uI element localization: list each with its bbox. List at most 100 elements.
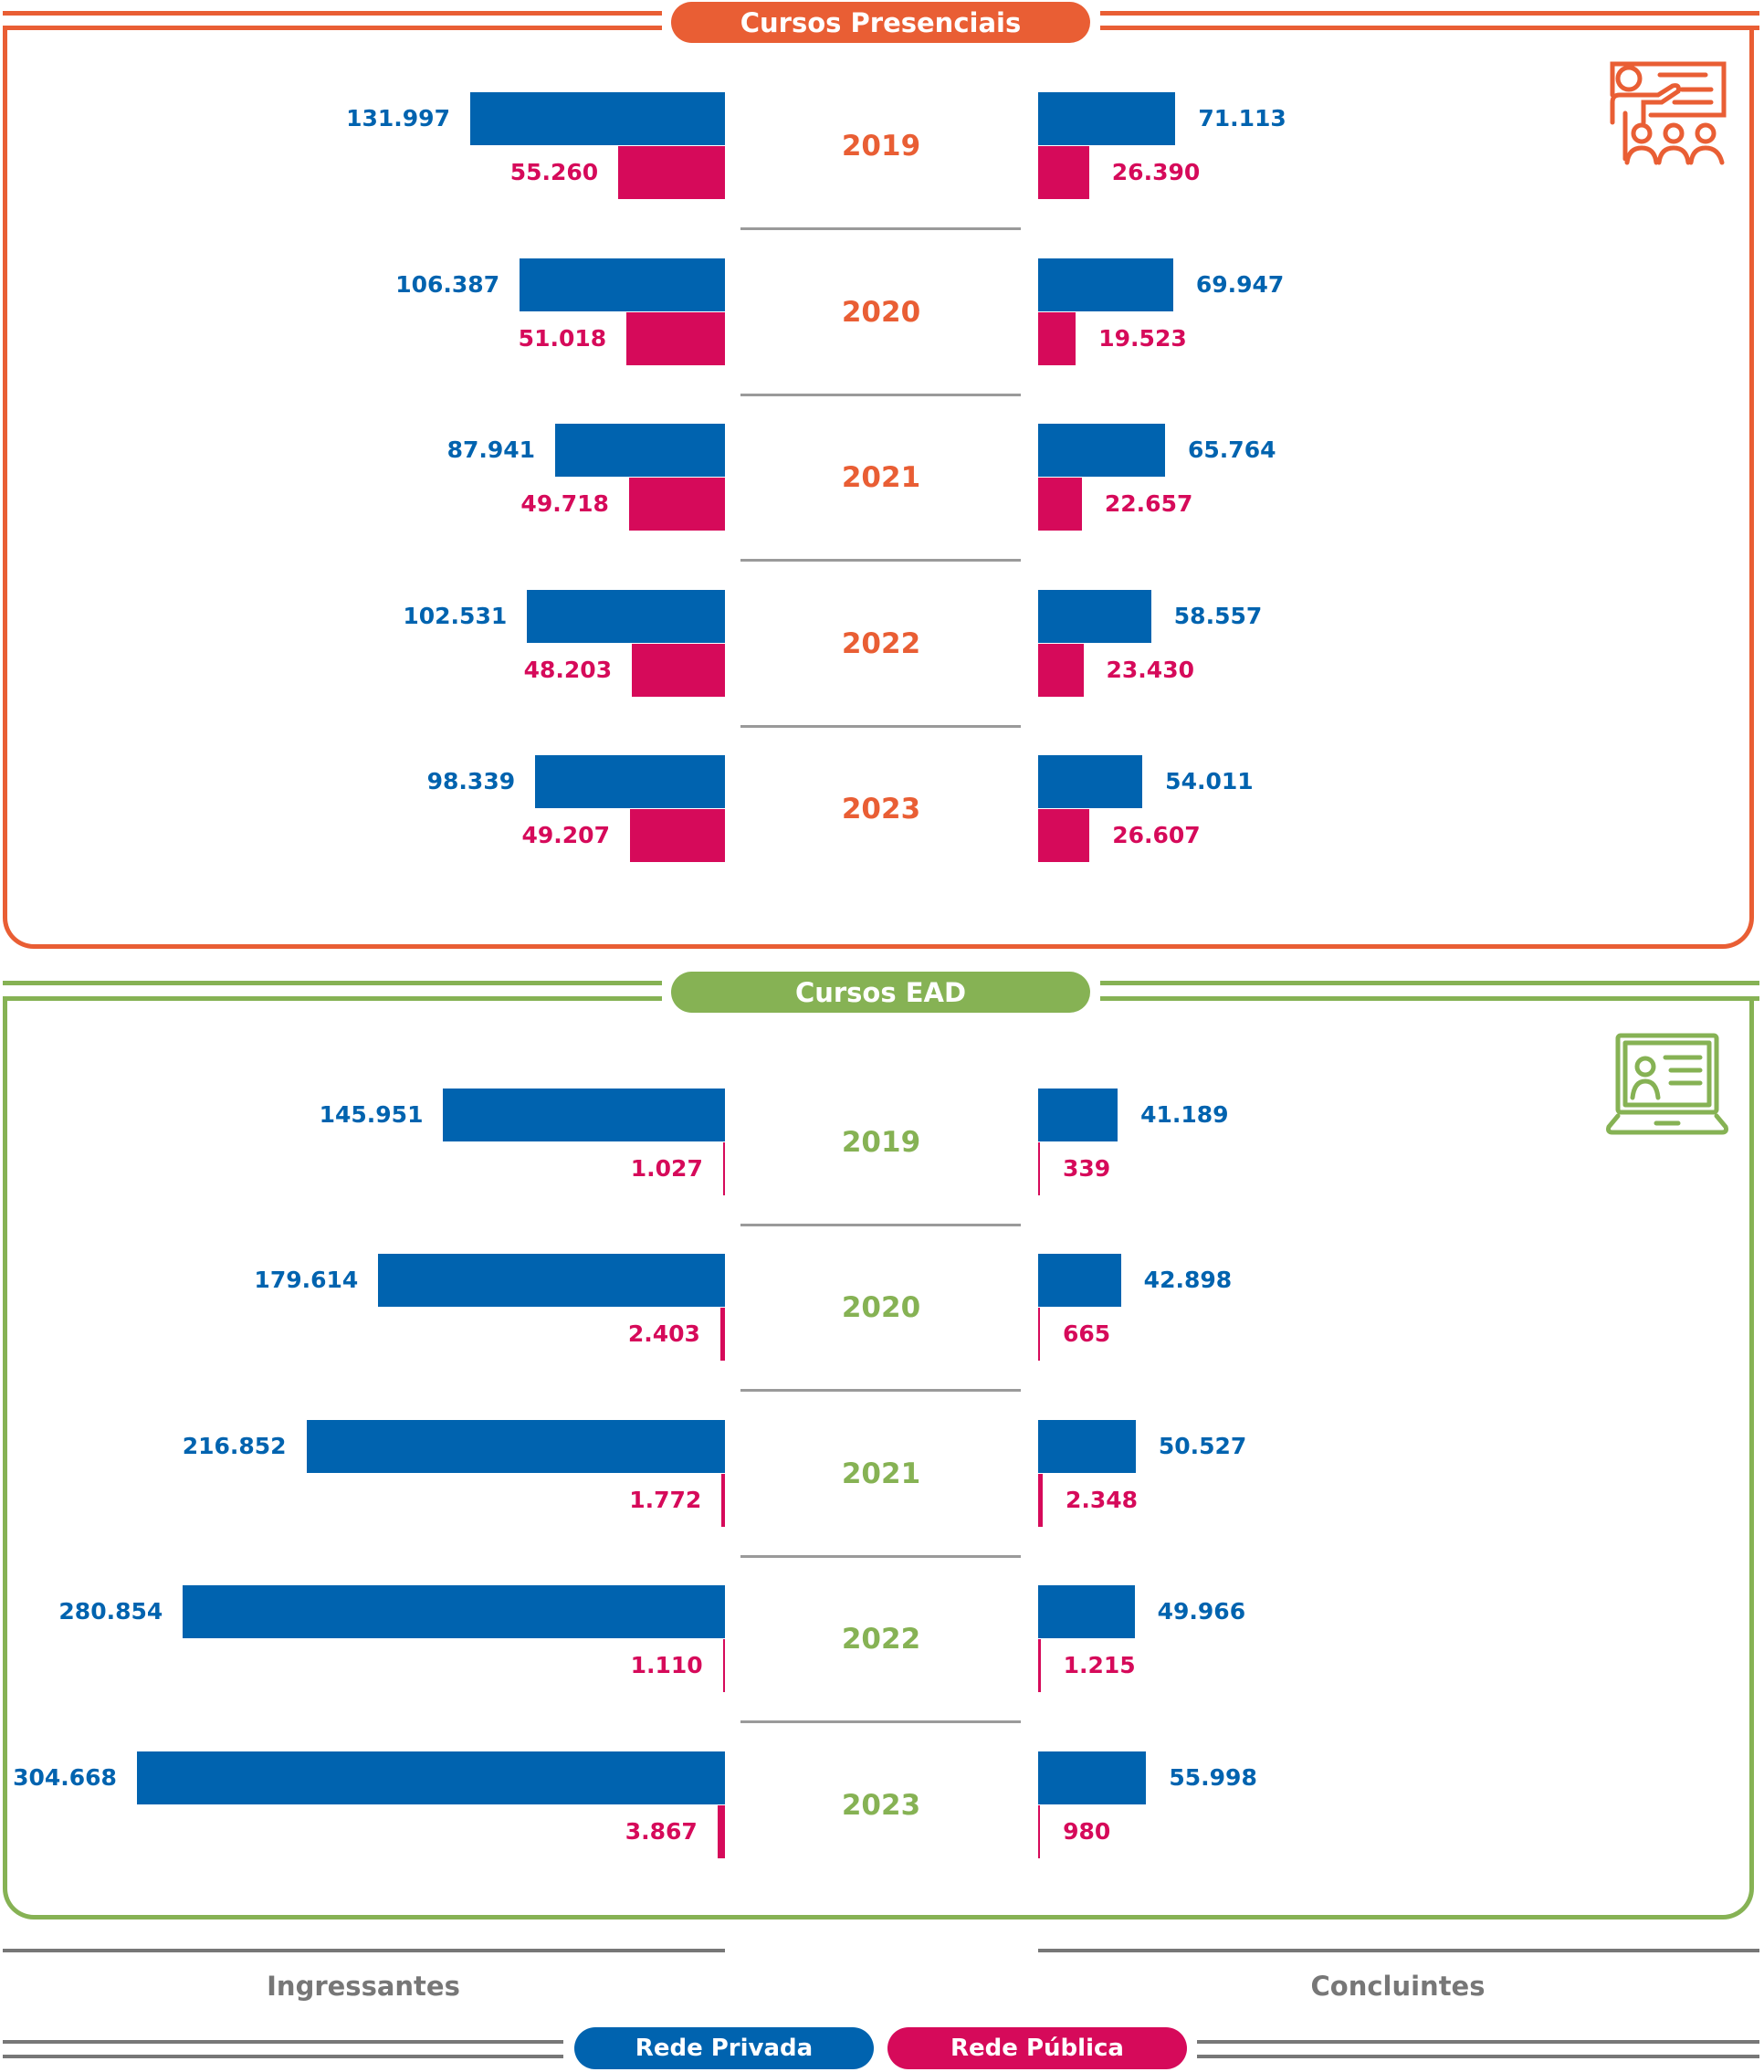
ingressantes-rede-publica-value: 55.260 — [509, 159, 599, 185]
row-divider — [740, 227, 1021, 230]
ead-panel — [3, 998, 1754, 1919]
ingressantes-rede-publica-bar — [722, 1141, 725, 1195]
laptop-online-class-icon — [1606, 1033, 1728, 1135]
year-label: 2019 — [841, 130, 921, 163]
concluintes-rede-privada-value: 69.947 — [1195, 270, 1285, 298]
ingressantes-rede-publica-bar — [628, 478, 725, 531]
ingressantes-rede-privada-value: 98.339 — [426, 768, 516, 795]
section-header-line — [1100, 981, 1759, 985]
ingressantes-rede-privada-value: 87.941 — [446, 436, 536, 464]
ingressantes-rede-publica-value: 1.110 — [630, 1652, 703, 1679]
concluintes-rede-privada-value: 55.998 — [1169, 1763, 1257, 1791]
ingressantes-rede-privada-bar — [378, 1254, 725, 1308]
ingressantes-rede-publica-value: 51.018 — [518, 324, 607, 352]
ingressantes-rede-privada-value: 280.854 — [58, 1598, 163, 1625]
concluintes-rede-privada-bar — [1038, 755, 1143, 809]
year-label: 2021 — [841, 1457, 921, 1490]
concluintes-rede-publica-value: 1.215 — [1063, 1652, 1136, 1679]
concluintes-rede-publica-value: 339 — [1063, 1154, 1111, 1182]
ingressantes-rede-privada-bar — [535, 755, 725, 809]
ingressantes-rede-privada-value: 304.668 — [13, 1763, 117, 1791]
concluintes-rede-privada-value: 50.527 — [1158, 1432, 1247, 1459]
concluintes-rede-publica-value: 23.430 — [1106, 656, 1194, 683]
legend-line — [3, 2055, 563, 2058]
ingressantes-rede-publica-value: 1.027 — [630, 1154, 703, 1182]
row-divider — [740, 1720, 1021, 1724]
concluintes-rede-publica-value: 19.523 — [1098, 324, 1187, 352]
row-divider — [740, 1554, 1021, 1558]
concluintes-rede-publica-bar — [1038, 146, 1089, 199]
legend-line — [1197, 2055, 1759, 2058]
ingressantes-rede-privada-bar — [520, 258, 725, 311]
concluintes-rede-privada-bar — [1038, 1088, 1118, 1141]
concluintes-rede-privada-bar — [1038, 1254, 1121, 1308]
concluintes-rede-privada-bar — [1038, 424, 1166, 478]
concluintes-label: Concluintes — [1310, 1971, 1486, 2002]
presencial-panel — [3, 27, 1754, 949]
concluintes-rede-publica-value: 26.390 — [1111, 159, 1201, 185]
concluintes-rede-publica-value: 22.657 — [1104, 490, 1193, 518]
ingressantes-rede-privada-bar — [136, 1751, 725, 1804]
concluintes-rede-privada-value: 71.113 — [1198, 105, 1286, 131]
year-label: 2023 — [841, 793, 921, 826]
concluintes-rede-publica-value: 26.607 — [1112, 822, 1201, 849]
concluintes-rede-privada-value: 41.189 — [1140, 1100, 1229, 1128]
legend-rede-publica: Rede Pública — [887, 2027, 1187, 2069]
ingressantes-rede-privada-bar — [527, 589, 725, 643]
concluintes-rede-privada-bar — [1038, 92, 1176, 145]
section-header-line — [1100, 996, 1759, 1001]
ingressantes-rede-privada-value: 131.997 — [346, 105, 450, 131]
ead-title: Cursos EAD — [671, 972, 1090, 1013]
concluintes-rede-privada-value: 65.764 — [1188, 436, 1276, 464]
ingressantes-rede-privada-value: 102.531 — [403, 602, 508, 629]
ingressantes-rede-publica-value: 48.203 — [523, 656, 613, 683]
year-label: 2023 — [841, 1788, 921, 1822]
ingressantes-rede-privada-value: 179.614 — [254, 1267, 359, 1294]
concluintes-rede-publica-bar — [1038, 1308, 1040, 1362]
concluintes-rede-publica-bar — [1038, 478, 1082, 531]
year-label: 2022 — [841, 1623, 921, 1657]
ingressantes-rede-privada-value: 145.951 — [319, 1100, 424, 1128]
row-divider — [740, 393, 1021, 396]
concluintes-rede-privada-value: 42.898 — [1143, 1267, 1233, 1294]
section-header-line — [1100, 26, 1759, 30]
year-label: 2020 — [841, 1291, 921, 1325]
concluintes-rede-publica-bar — [1038, 311, 1076, 365]
row-divider — [740, 1223, 1021, 1226]
footer-divider — [3, 1949, 725, 1952]
ingressantes-rede-publica-bar — [722, 1639, 725, 1693]
ingressantes-rede-publica-bar — [721, 1473, 725, 1527]
ingressantes-rede-publica-value: 3.867 — [625, 1817, 698, 1845]
concluintes-rede-publica-value: 2.348 — [1065, 1486, 1139, 1513]
concluintes-rede-publica-bar — [1038, 809, 1090, 863]
section-header-line — [3, 26, 662, 30]
ingressantes-rede-privada-bar — [183, 1585, 725, 1639]
ingressantes-rede-privada-value: 216.852 — [182, 1432, 287, 1459]
concluintes-rede-privada-value: 54.011 — [1165, 768, 1254, 795]
ingressantes-rede-publica-bar — [632, 643, 725, 697]
year-label: 2021 — [841, 461, 921, 495]
footer-divider — [1038, 1949, 1759, 1952]
ingressantes-rede-publica-bar — [719, 1308, 725, 1362]
concluintes-rede-privada-bar — [1038, 589, 1151, 643]
section-header-line — [3, 11, 662, 16]
concluintes-rede-publica-bar — [1038, 1804, 1041, 1858]
legend-rede-privada: Rede Privada — [574, 2027, 874, 2069]
ingressantes-label: Ingressantes — [267, 1971, 460, 2002]
concluintes-rede-publica-value: 665 — [1063, 1320, 1111, 1348]
row-divider — [740, 559, 1021, 563]
concluintes-rede-privada-value: 58.557 — [1173, 602, 1263, 629]
year-label: 2020 — [841, 295, 921, 329]
year-label: 2019 — [841, 1125, 921, 1159]
concluintes-rede-privada-value: 49.966 — [1157, 1598, 1246, 1625]
ingressantes-rede-publica-value: 49.207 — [521, 822, 610, 849]
ingressantes-rede-privada-bar — [555, 424, 725, 478]
section-header-line — [3, 981, 662, 985]
ingressantes-rede-publica-bar — [717, 1804, 725, 1858]
ingressantes-rede-privada-bar — [469, 92, 725, 145]
concluintes-rede-publica-bar — [1038, 643, 1084, 697]
ingressantes-rede-publica-bar — [618, 146, 725, 199]
concluintes-rede-privada-bar — [1038, 1419, 1136, 1473]
concluintes-rede-privada-bar — [1038, 1751, 1147, 1804]
legend-line — [1197, 2040, 1759, 2044]
